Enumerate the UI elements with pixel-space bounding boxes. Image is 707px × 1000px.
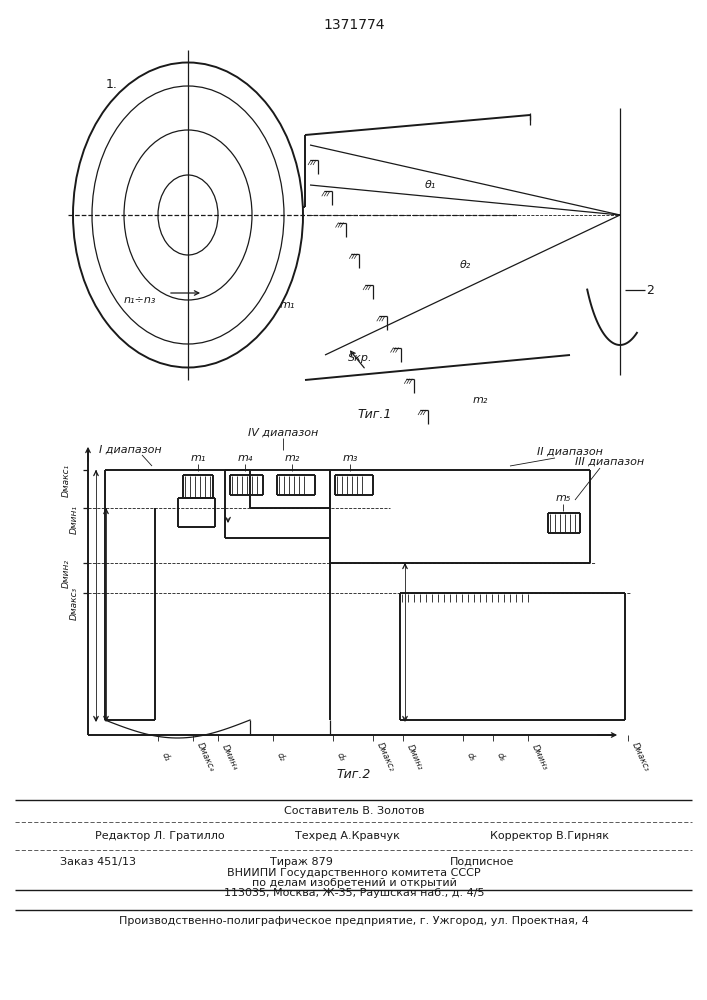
Text: m₁: m₁ [279, 300, 295, 310]
Text: Корректор В.Гирняк: Корректор В.Гирняк [490, 831, 609, 841]
Text: ВНИИПИ Государственного комитета СССР: ВНИИПИ Государственного комитета СССР [227, 868, 481, 878]
Text: n₁÷n₃: n₁÷n₃ [124, 295, 156, 305]
Text: Dмин₄: Dмин₄ [220, 743, 240, 771]
Text: Редактор Л. Гратилло: Редактор Л. Гратилло [95, 831, 225, 841]
Text: d₅: d₅ [465, 751, 477, 763]
Text: Техред А.Кравчук: Техред А.Кравчук [295, 831, 400, 841]
Text: Dмакс₁: Dмакс₁ [62, 463, 71, 497]
Text: Производственно-полиграфическое предприятие, г. Ужгород, ул. Проектная, 4: Производственно-полиграфическое предприя… [119, 916, 589, 926]
Text: Dмакс₄: Dмакс₄ [195, 741, 216, 773]
Text: Dмакс₃: Dмакс₃ [69, 586, 78, 620]
Text: d₂: d₂ [275, 751, 287, 763]
Text: Dмакс₂: Dмакс₂ [375, 741, 396, 773]
Text: Заказ 451/13: Заказ 451/13 [60, 857, 136, 867]
Text: m₄: m₄ [238, 453, 252, 463]
Text: по делам изобретений и открытий: по делам изобретений и открытий [252, 878, 457, 888]
Text: m₂: m₂ [472, 395, 488, 405]
Text: θ₁: θ₁ [424, 180, 436, 190]
Text: Dмин₂: Dмин₂ [405, 743, 425, 771]
Text: m₁: m₁ [190, 453, 206, 463]
Text: d₁: d₁ [160, 751, 172, 763]
Text: d₆: d₆ [495, 751, 507, 763]
Text: Dмин₃: Dмин₃ [530, 743, 549, 771]
Text: Составитель В. Золотов: Составитель В. Золотов [284, 806, 424, 816]
Text: 1371774: 1371774 [323, 18, 385, 32]
Text: 1.: 1. [106, 79, 118, 92]
Text: 2: 2 [646, 284, 654, 296]
Text: Τиг.2: Τиг.2 [337, 768, 371, 782]
Text: Dмакс₃: Dмакс₃ [630, 741, 651, 773]
Text: I диапазон: I диапазон [99, 445, 161, 455]
Text: Подписное: Подписное [450, 857, 515, 867]
Text: m₂: m₂ [284, 453, 300, 463]
Text: II диапазон: II диапазон [537, 447, 603, 457]
Text: m₅: m₅ [555, 493, 571, 503]
Text: III диапазон: III диапазон [575, 457, 645, 467]
Text: Dмин₁: Dмин₁ [69, 506, 78, 534]
Text: Тираж 879: Тираж 879 [270, 857, 333, 867]
Text: 113035, Москва, Ж-35, Раушская наб., д. 4/5: 113035, Москва, Ж-35, Раушская наб., д. … [223, 888, 484, 898]
Text: IV диапазон: IV диапазон [248, 428, 318, 438]
Text: θ₂: θ₂ [460, 260, 471, 270]
Text: Sкр.: Sкр. [348, 353, 373, 363]
Text: m₃: m₃ [342, 453, 358, 463]
Text: Τиг.1: Τиг.1 [358, 408, 392, 422]
Text: Dмин₂: Dмин₂ [62, 558, 71, 587]
Text: d₃: d₃ [335, 751, 347, 763]
